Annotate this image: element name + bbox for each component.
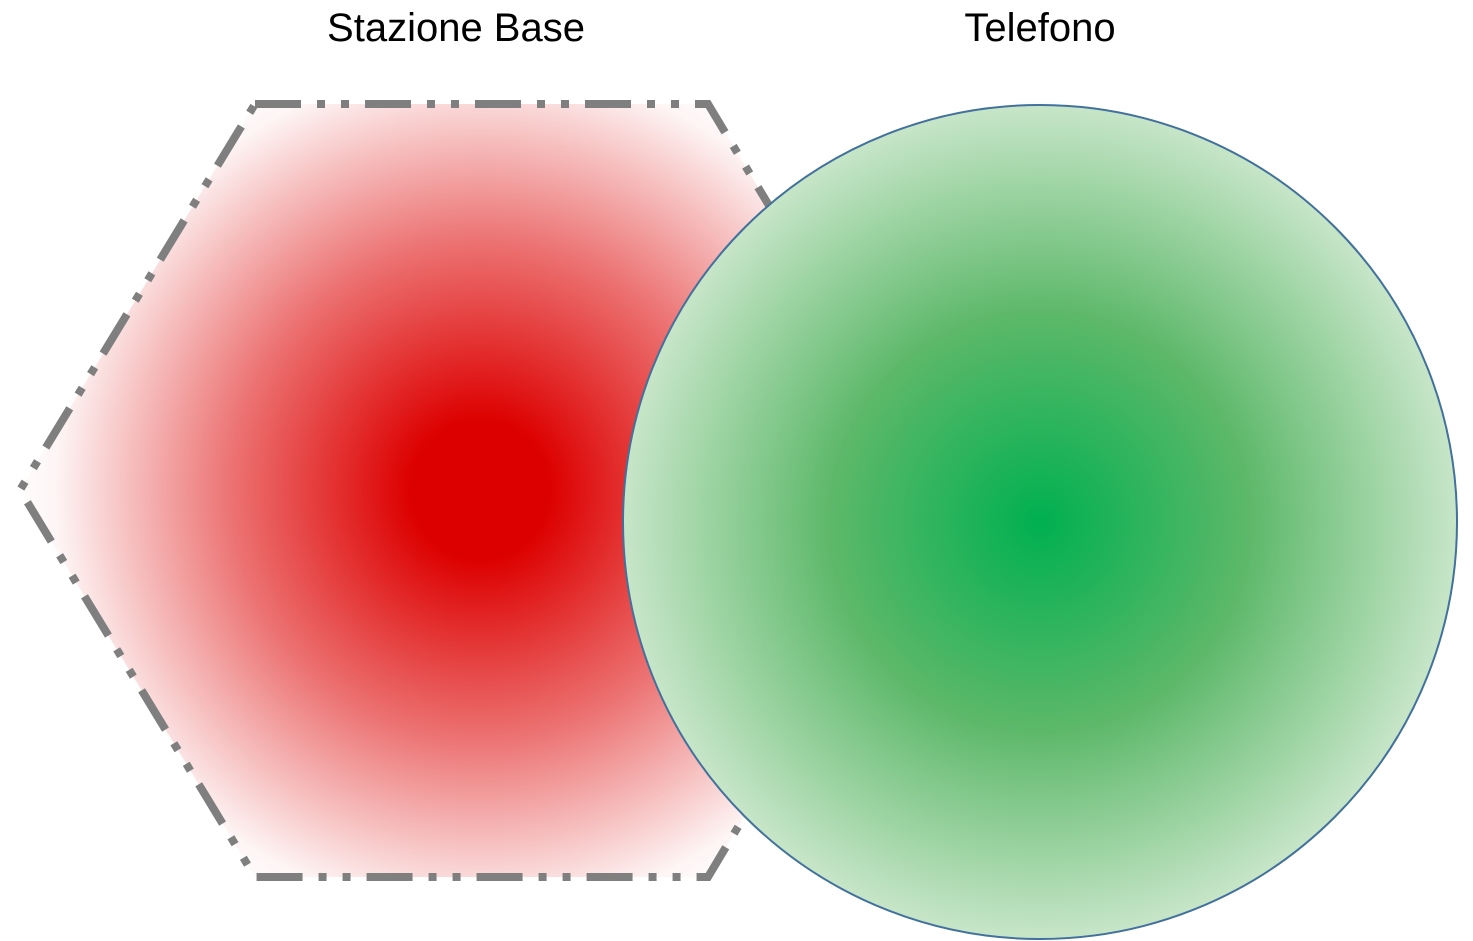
base-station-label: Stazione Base [327,6,585,50]
phone-label: Telefono [964,6,1116,50]
phone-circle [622,104,1458,940]
